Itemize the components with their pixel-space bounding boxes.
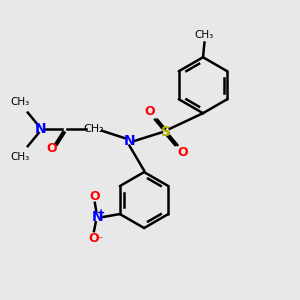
Text: O: O bbox=[177, 146, 188, 159]
Text: O: O bbox=[46, 142, 57, 155]
Text: CH₃: CH₃ bbox=[11, 152, 30, 162]
Text: CH₃: CH₃ bbox=[11, 97, 30, 107]
Text: O: O bbox=[88, 232, 99, 245]
Text: O: O bbox=[145, 105, 155, 118]
Text: N: N bbox=[35, 122, 47, 136]
Text: O: O bbox=[89, 190, 100, 203]
Text: S: S bbox=[161, 125, 171, 139]
Text: N: N bbox=[92, 210, 103, 224]
Text: CH₃: CH₃ bbox=[195, 30, 214, 40]
Text: ⁻: ⁻ bbox=[97, 235, 103, 248]
Text: N: N bbox=[124, 134, 135, 148]
Text: +: + bbox=[97, 208, 105, 218]
Text: CH₂: CH₂ bbox=[84, 124, 104, 134]
